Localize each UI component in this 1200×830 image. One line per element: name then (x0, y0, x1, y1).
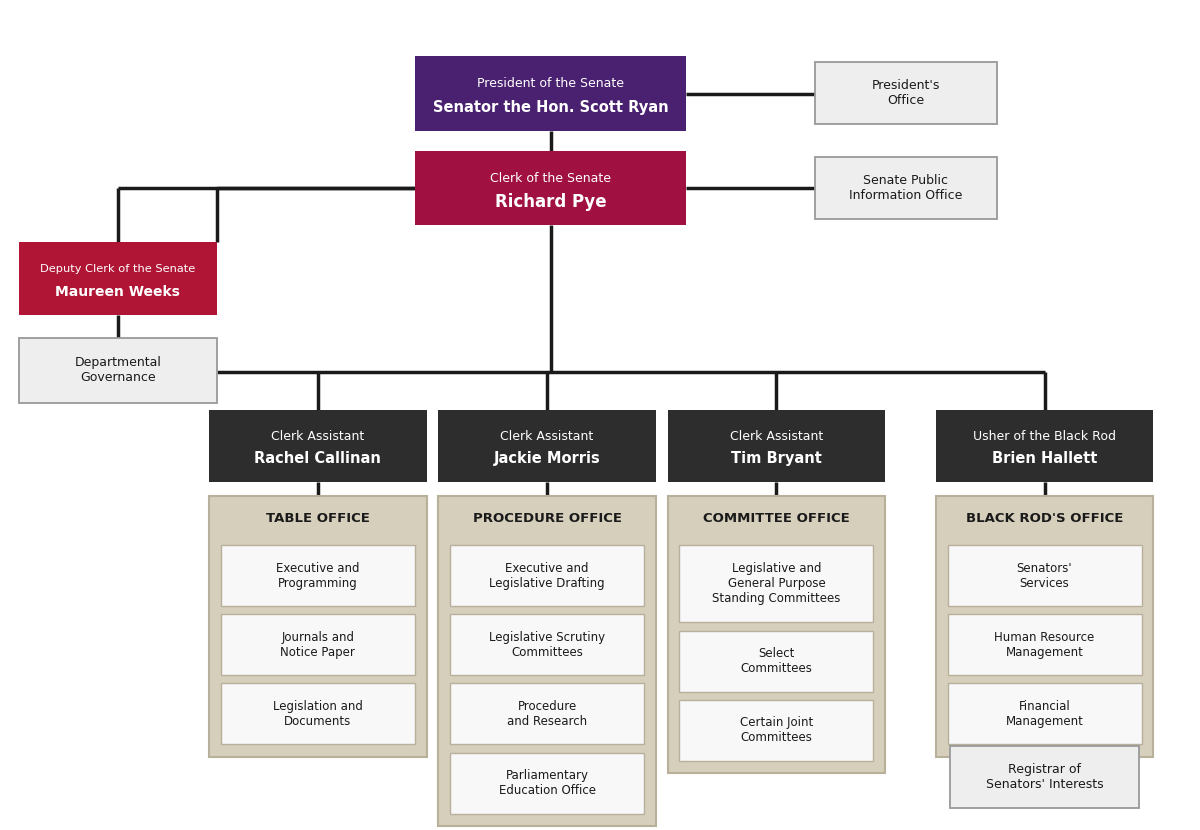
FancyBboxPatch shape (936, 496, 1153, 757)
FancyBboxPatch shape (936, 410, 1153, 481)
Text: Senate Public
Information Office: Senate Public Information Office (850, 174, 962, 202)
Text: Maureen Weeks: Maureen Weeks (55, 285, 180, 299)
FancyBboxPatch shape (221, 614, 415, 676)
Text: Procedure
and Research: Procedure and Research (508, 700, 587, 728)
Text: Registrar of
Senators' Interests: Registrar of Senators' Interests (985, 763, 1103, 791)
Text: COMMITTEE OFFICE: COMMITTEE OFFICE (703, 512, 850, 525)
FancyBboxPatch shape (948, 614, 1141, 676)
Text: Senator the Hon. Scott Ryan: Senator the Hon. Scott Ryan (433, 100, 668, 115)
Text: President of the Senate: President of the Senate (478, 77, 624, 90)
FancyBboxPatch shape (19, 242, 217, 315)
Text: Executive and
Legislative Drafting: Executive and Legislative Drafting (490, 562, 605, 589)
FancyBboxPatch shape (815, 62, 997, 124)
Text: President's
Office: President's Office (871, 79, 940, 107)
Text: Executive and
Programming: Executive and Programming (276, 562, 360, 589)
FancyBboxPatch shape (950, 746, 1139, 808)
FancyBboxPatch shape (679, 631, 874, 691)
Text: PROCEDURE OFFICE: PROCEDURE OFFICE (473, 512, 622, 525)
FancyBboxPatch shape (948, 683, 1141, 745)
FancyBboxPatch shape (450, 545, 644, 606)
FancyBboxPatch shape (450, 753, 644, 813)
FancyBboxPatch shape (221, 683, 415, 745)
FancyBboxPatch shape (948, 545, 1141, 606)
FancyBboxPatch shape (221, 545, 415, 606)
FancyBboxPatch shape (415, 150, 686, 226)
Text: Financial
Management: Financial Management (1006, 700, 1084, 728)
Text: Usher of the Black Rod: Usher of the Black Rod (973, 430, 1116, 443)
Text: Human Resource
Management: Human Resource Management (995, 631, 1094, 659)
Text: Legislation and
Documents: Legislation and Documents (272, 700, 362, 728)
Text: BLACK ROD'S OFFICE: BLACK ROD'S OFFICE (966, 512, 1123, 525)
Text: Senators'
Services: Senators' Services (1016, 562, 1073, 589)
FancyBboxPatch shape (415, 56, 686, 131)
Text: Legislative and
General Purpose
Standing Committees: Legislative and General Purpose Standing… (713, 562, 840, 605)
FancyBboxPatch shape (438, 496, 656, 826)
Text: Brien Hallett: Brien Hallett (992, 452, 1097, 466)
Text: Certain Joint
Committees: Certain Joint Committees (739, 716, 814, 745)
Text: Departmental
Governance: Departmental Governance (74, 356, 161, 384)
Text: Legislative Scrutiny
Committees: Legislative Scrutiny Committees (490, 631, 605, 659)
Text: Journals and
Notice Paper: Journals and Notice Paper (281, 631, 355, 659)
Text: Rachel Callinan: Rachel Callinan (254, 452, 382, 466)
Text: TABLE OFFICE: TABLE OFFICE (266, 512, 370, 525)
FancyBboxPatch shape (679, 545, 874, 622)
Text: Parliamentary
Education Office: Parliamentary Education Office (498, 769, 595, 797)
Text: Clerk Assistant: Clerk Assistant (730, 430, 823, 443)
Text: Clerk Assistant: Clerk Assistant (271, 430, 365, 443)
FancyBboxPatch shape (679, 700, 874, 760)
Text: Select
Committees: Select Committees (740, 647, 812, 675)
FancyBboxPatch shape (667, 496, 886, 773)
Text: Tim Bryant: Tim Bryant (731, 452, 822, 466)
FancyBboxPatch shape (19, 338, 217, 403)
Text: Jackie Morris: Jackie Morris (493, 452, 600, 466)
FancyBboxPatch shape (209, 496, 426, 757)
FancyBboxPatch shape (209, 410, 426, 481)
Text: Clerk Assistant: Clerk Assistant (500, 430, 594, 443)
FancyBboxPatch shape (667, 410, 886, 481)
Text: Richard Pye: Richard Pye (494, 193, 606, 211)
FancyBboxPatch shape (815, 157, 997, 219)
FancyBboxPatch shape (450, 683, 644, 745)
FancyBboxPatch shape (450, 614, 644, 676)
Text: Deputy Clerk of the Senate: Deputy Clerk of the Senate (41, 264, 196, 274)
Text: Clerk of the Senate: Clerk of the Senate (490, 172, 611, 185)
FancyBboxPatch shape (438, 410, 656, 481)
